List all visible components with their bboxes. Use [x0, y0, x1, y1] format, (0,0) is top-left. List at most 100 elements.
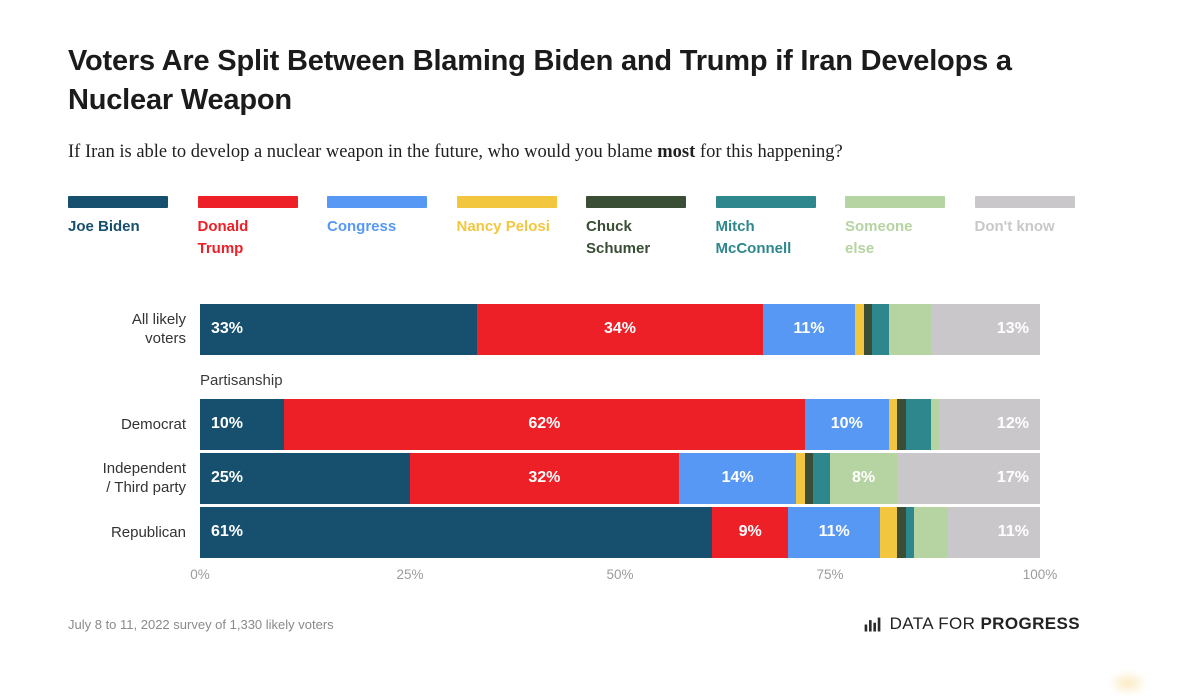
legend-label: Chuck Schumer [586, 218, 651, 258]
segment-value-label: 9% [738, 523, 762, 541]
legend-item: Don't know [974, 196, 1105, 260]
segment-value-label: 32% [528, 469, 561, 487]
bar-segment: 11% [947, 506, 1040, 558]
segment-value-label: 11% [818, 523, 850, 541]
chart-page: Voters Are Split Between Blaming Biden a… [68, 45, 1132, 635]
bar-segment [905, 398, 931, 450]
segment-value-label: 13% [996, 320, 1029, 338]
bar-segment: 14% [678, 452, 797, 504]
legend-item: Mitch McConnell [715, 196, 846, 260]
survey-source-note: July 8 to 11, 2022 survey of 1,330 likel… [68, 616, 334, 632]
bar-segment: 25% [200, 452, 410, 504]
bar-segment: 10% [200, 398, 284, 450]
x-axis-tick-label: 0% [190, 566, 210, 582]
bar-segment: 17% [897, 452, 1040, 504]
stacked-bar: 25% 32% 14% 8% 17% [200, 452, 1040, 504]
bar-segment: 32% [410, 452, 679, 504]
bar-segment: 9% [712, 506, 788, 558]
legend-label: Donald Trump [197, 218, 249, 258]
bar-segment [863, 303, 872, 355]
x-axis-tick-label: 25% [396, 566, 424, 582]
footer: July 8 to 11, 2022 survey of 1,330 likel… [68, 614, 1080, 635]
x-axis-tick-label: 100% [1022, 566, 1058, 582]
bar-row: Independent / Third party 25% 32% 14% 8% 17% [68, 452, 1132, 504]
bar-segment [796, 452, 805, 504]
legend-label: Congress [327, 218, 397, 236]
page-title: Voters Are Split Between Blaming Biden a… [68, 45, 1012, 116]
legend: Joe Biden Donald Trump Congress Nancy Pelos… [68, 196, 1080, 260]
legend-label: Someone else [845, 218, 913, 258]
watermark-smudge [1108, 670, 1148, 696]
bar-segment [888, 303, 931, 355]
legend-swatch [845, 196, 945, 209]
segment-value-label: 11% [793, 320, 825, 338]
legend-swatch [715, 196, 816, 209]
bar-segment: 11% [787, 506, 881, 558]
segment-value-label: 10% [830, 415, 863, 433]
bar-segment: 10% [804, 398, 889, 450]
stacked-bar: 33% 34% 11% 13% [200, 303, 1040, 355]
segment-value-label: 61% [211, 523, 244, 541]
bar-segment: 61% [200, 506, 713, 558]
x-axis: 0% 25% 50% 75% 100% [190, 566, 1057, 587]
bar-segment [913, 506, 948, 558]
logo-text: DATA FOR PROGRESS [890, 614, 1080, 634]
segment-value-label: 62% [528, 415, 561, 433]
legend-swatch [456, 196, 557, 209]
segment-value-label: 33% [211, 320, 244, 338]
bar-segment [897, 506, 906, 558]
legend-item: Nancy Pelosi [456, 196, 587, 260]
bar-segment: 13% [930, 303, 1040, 355]
bar-segment [880, 506, 898, 558]
legend-swatch [68, 196, 168, 209]
logo-text-name: PROGRESS [980, 614, 1080, 634]
logo-text-prefix: DATA FOR [889, 614, 976, 634]
legend-label: Nancy Pelosi [456, 218, 550, 236]
legend-swatch [327, 196, 427, 209]
row-label: Republican [110, 523, 186, 541]
bar-chart-icon [862, 614, 883, 635]
bar-segment: 12% [939, 398, 1040, 450]
legend-item: Joe Biden [68, 196, 198, 260]
x-axis-tick-label: 50% [606, 566, 634, 582]
legend-item: Someone else [845, 196, 975, 260]
bar-segment: 11% [762, 303, 856, 355]
chart-question: If Iran is able to develop a nuclear wea… [68, 139, 948, 167]
bar-segment [888, 398, 898, 450]
question-text-bold: most [657, 141, 696, 162]
bar-row: All likely voters 33% 34% 11% 13% [68, 303, 1132, 355]
segment-value-label: 14% [721, 469, 754, 487]
bar-segment [905, 506, 914, 558]
bar-segment [897, 398, 906, 450]
stacked-bar: 61% 9% 11% 11% [200, 506, 1040, 558]
legend-item: Chuck Schumer [586, 196, 716, 260]
segment-value-label: 11% [997, 523, 1029, 541]
legend-label: Joe Biden [68, 218, 140, 236]
question-text-pre: If Iran is able to develop a nuclear wea… [68, 141, 658, 162]
row-label: All likely voters [131, 310, 186, 348]
legend-label: Don't know [974, 218, 1055, 236]
bar-segment: 33% [200, 303, 478, 355]
bar-segment [871, 303, 889, 355]
bar-row: Democrat 10% 62% 10% 12% [68, 398, 1132, 450]
bar-segment: 34% [477, 303, 763, 355]
legend-swatch [586, 196, 686, 209]
question-text-post: for this happening? [695, 141, 843, 162]
data-for-progress-logo: DATA FOR PROGRESS [862, 614, 1080, 635]
row-label: Independent / Third party [102, 459, 186, 497]
group-heading-partisanship: Partisanship [200, 371, 283, 389]
legend-item: Congress [327, 196, 457, 260]
segment-value-label: 17% [996, 469, 1029, 487]
bar-segment [813, 452, 830, 504]
segment-value-label: 34% [603, 320, 636, 338]
legend-item: Donald Trump [197, 196, 328, 260]
row-label: Democrat [120, 415, 186, 433]
bar-segment [930, 398, 940, 450]
segment-value-label: 25% [211, 469, 244, 487]
bar-row: Republican 61% 9% 11% 11% [68, 506, 1132, 558]
bar-segment [804, 452, 814, 504]
bar-segment [855, 303, 864, 355]
bar-segment: 62% [284, 398, 805, 450]
legend-swatch [974, 196, 1075, 209]
x-axis-tick-label: 75% [816, 566, 844, 582]
